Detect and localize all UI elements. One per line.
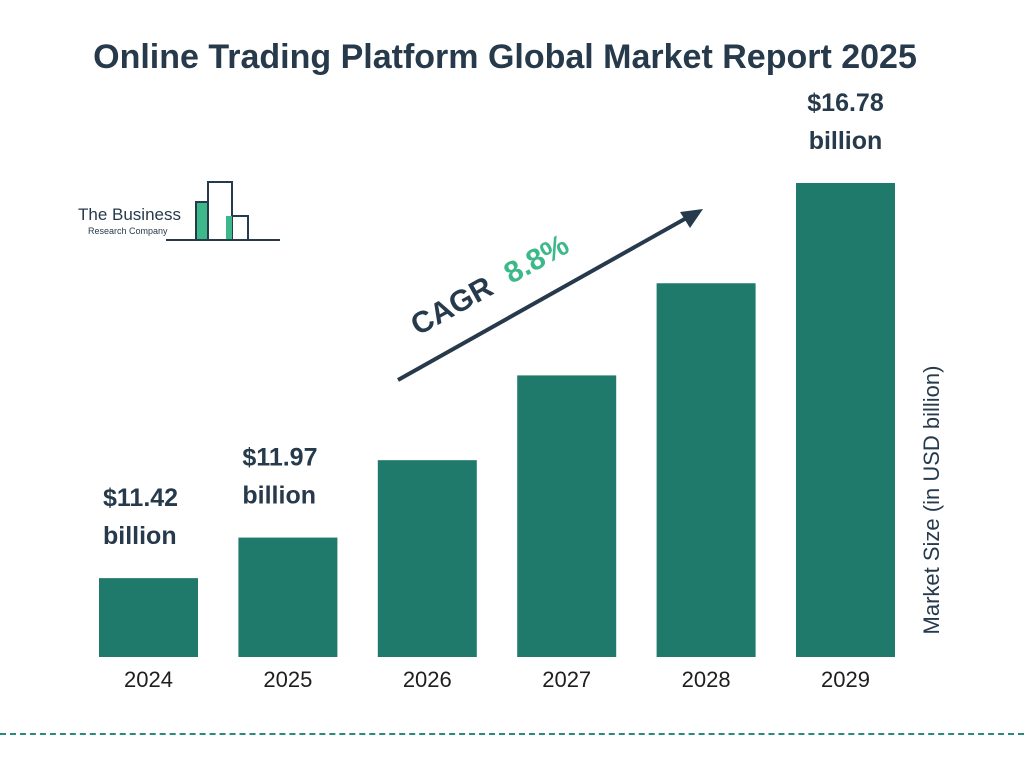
data-label: $11.97	[242, 444, 317, 472]
bar-2028	[656, 283, 756, 657]
x-tick-label: 2027	[542, 667, 591, 692]
x-tick-label: 2028	[682, 667, 731, 692]
logo-line1: The Business	[78, 205, 181, 224]
logo-bars-icon	[166, 181, 280, 241]
x-tick-label: 2024	[124, 667, 173, 692]
bar-2027	[517, 375, 617, 657]
svg-text:CAGR 8.8%: CAGR 8.8%	[405, 228, 574, 342]
bar-2024	[99, 578, 198, 657]
data-label-unit: billion	[809, 127, 883, 155]
data-label-unit: billion	[242, 482, 316, 510]
x-tick-label: 2026	[403, 667, 452, 692]
chart-title: Online Trading Platform Global Market Re…	[93, 38, 917, 76]
data-label-unit: billion	[103, 522, 177, 550]
cagr-arrow-head-icon	[680, 209, 703, 228]
cagr-arrow-line	[397, 214, 691, 382]
x-tick-label: 2029	[821, 667, 870, 692]
cagr-value: 8.8%	[499, 228, 575, 290]
bar-2025	[238, 537, 338, 657]
company-logo: The Business Research Company	[78, 180, 283, 245]
y-axis-label: Market Size (in USD billion)	[919, 365, 944, 635]
x-tick-label: 2025	[263, 667, 312, 692]
logo-line2: Research Company	[88, 226, 168, 236]
bar-2026	[377, 460, 477, 657]
bar-2029	[796, 183, 895, 657]
footer-divider	[0, 733, 1024, 735]
data-label: $16.78	[807, 89, 884, 117]
data-label: $11.42	[103, 484, 178, 512]
